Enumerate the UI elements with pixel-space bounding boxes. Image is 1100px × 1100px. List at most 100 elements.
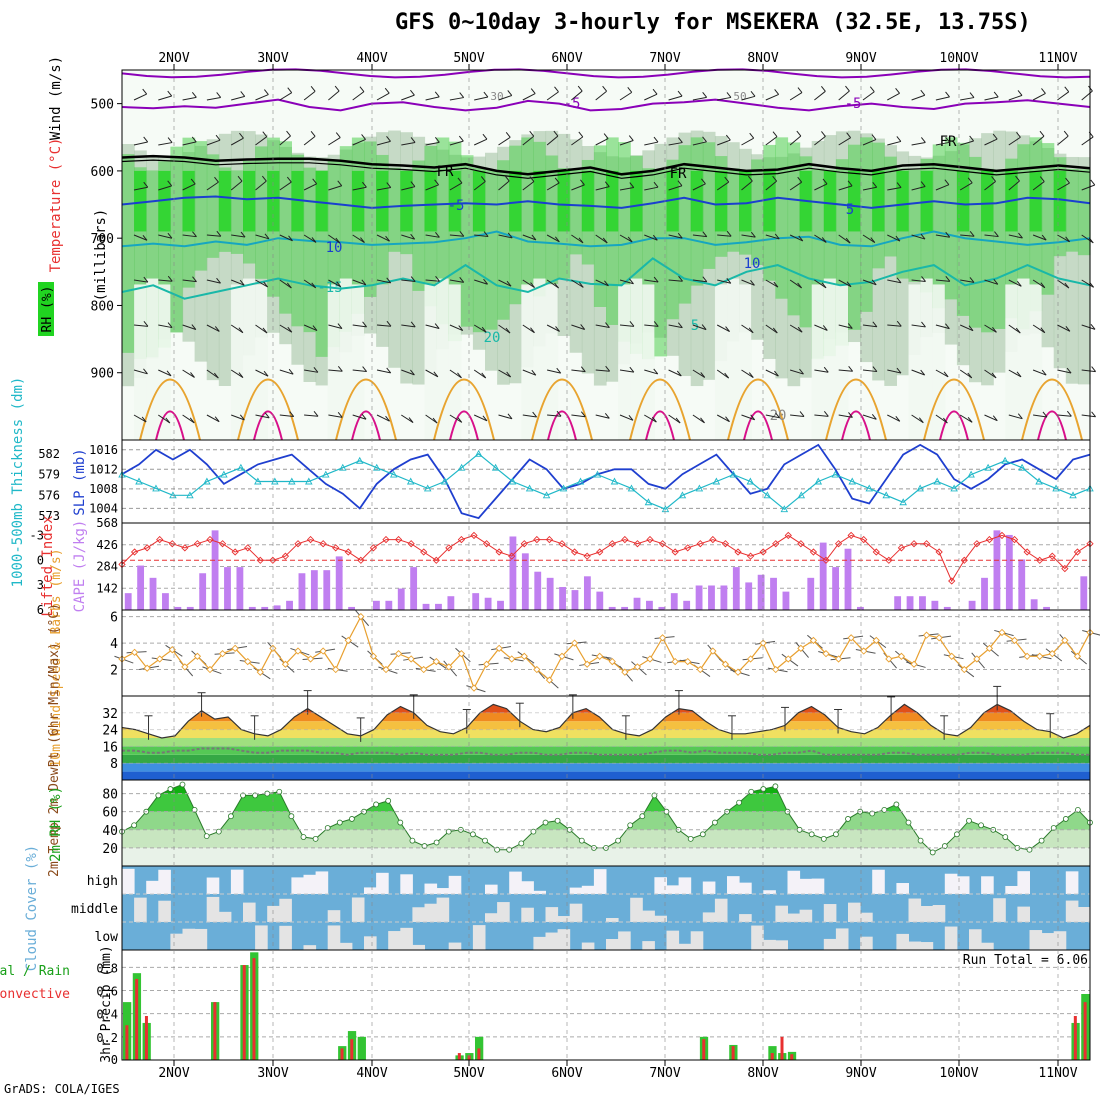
wind-barb: [449, 414, 463, 423]
wind-barb-flag: [869, 86, 875, 93]
cape-bar: [422, 603, 430, 610]
wind-barb-flag: [361, 413, 367, 420]
wind-barb: [765, 180, 777, 191]
cape-bar: [844, 548, 852, 610]
wind-barb: [692, 324, 707, 331]
wind-marker: [621, 668, 629, 676]
wind-barb-flag: [676, 370, 682, 377]
wind-barb-flag: [457, 417, 463, 423]
wind-barb-flag: [652, 88, 658, 95]
wind-barb-flag: [848, 365, 854, 372]
cloud-gap: [739, 882, 752, 894]
cloud-gap: [436, 888, 450, 894]
wind-barb: [498, 180, 510, 191]
wind-barb-flag: [749, 132, 755, 139]
wind-barb-flag: [555, 326, 560, 332]
wind-barb-flag: [702, 231, 708, 237]
li-marker: [922, 540, 931, 548]
wind-barb-flag: [214, 326, 220, 332]
wind-barb-flag: [288, 235, 293, 242]
rh-marker: [966, 817, 972, 824]
run-total-label: Run Total = 6.06: [963, 953, 1088, 968]
cape-bar: [745, 582, 753, 610]
rh-panel: 20 40 60 80 2m RH (%): [48, 779, 1093, 867]
wind-barb-flag: [821, 237, 827, 243]
wind-barb: [644, 324, 659, 327]
precip-tick: 0.6: [96, 985, 118, 999]
wind-barb: [352, 279, 366, 286]
rh-shade-bright: [1029, 170, 1043, 232]
cloud-gap: [751, 925, 764, 950]
wind-barb-flag: [410, 369, 415, 376]
wind-barb-flag: [337, 365, 343, 372]
wind-barb-flag: [993, 279, 999, 285]
wind-barb: [984, 181, 996, 191]
wind-barb: [328, 324, 343, 329]
thickness-marker: [339, 463, 347, 471]
rh-shade-bright: [424, 170, 438, 232]
rh-shade-green: [1077, 169, 1091, 256]
contour-25: [139, 378, 201, 441]
wind-barb-flag: [238, 327, 244, 334]
wind-barb-flag: [1016, 131, 1021, 138]
rh-shade-light: [727, 278, 740, 440]
wind-barb-flag: [362, 321, 367, 328]
wind-marker: [973, 655, 981, 663]
thickness-marker: [254, 477, 262, 485]
rh-marker: [324, 825, 331, 831]
cloud-gap: [303, 874, 317, 894]
cloud-gap: [315, 871, 329, 894]
li-marker: [885, 556, 893, 564]
wind-barb: [279, 324, 293, 333]
contour-25: [237, 378, 299, 441]
wind-barb-flag: [920, 89, 926, 96]
wind-barb: [522, 181, 535, 191]
cape-bar: [248, 606, 256, 610]
wind-barb-flag: [529, 130, 535, 137]
wind-barb: [619, 279, 634, 285]
wind-barb-flag: [920, 369, 926, 376]
wind-barb: [741, 234, 756, 238]
wind-barb-flag: [531, 234, 537, 241]
wind-barb-flag: [847, 180, 853, 187]
wind-barb: [206, 139, 221, 146]
precip-bar-convective: [125, 1025, 129, 1060]
rh-marker: [385, 797, 392, 804]
cape-bar: [310, 570, 318, 610]
wind-barb-flag: [580, 179, 585, 186]
rh-shade-green: [388, 167, 401, 252]
cloud-gap: [557, 929, 571, 950]
wind-barb: [741, 324, 754, 334]
wind-barb: [376, 92, 390, 101]
cloud-gap: [775, 940, 788, 950]
wind-barb-flag: [554, 177, 560, 184]
cape-bar: [472, 593, 480, 610]
wind-marker: [508, 655, 516, 663]
cape-bar: [559, 587, 566, 610]
wind-barb-flag: [629, 366, 635, 373]
cape-bar: [261, 606, 269, 610]
wind-barb: [716, 324, 730, 332]
wind-barb-flag: [1041, 234, 1047, 241]
li-marker: [1073, 548, 1082, 556]
wind-barb: [449, 234, 464, 237]
wind-barb: [376, 187, 391, 191]
precip-bar-convective: [780, 1036, 784, 1060]
cape-bar: [435, 603, 442, 610]
wind-barb-flag: [1065, 326, 1071, 332]
wind-barb: [887, 140, 901, 146]
cloud-gap: [521, 881, 534, 894]
contour-25: [1021, 378, 1083, 441]
rh-shade-green: [545, 155, 559, 285]
li-tick: 3: [37, 578, 44, 592]
wind-barb: [279, 135, 291, 146]
wind-barb: [425, 96, 440, 101]
rh-shade-green: [702, 142, 716, 269]
wind-barb-flag: [530, 327, 535, 334]
wind-barb: [1057, 234, 1070, 243]
cloud-gap: [678, 943, 692, 950]
wind-barb-flag: [945, 91, 950, 98]
rh-marker: [1002, 834, 1009, 840]
wind-barb-flag: [991, 176, 996, 182]
wind-barb-flag: [578, 131, 584, 138]
